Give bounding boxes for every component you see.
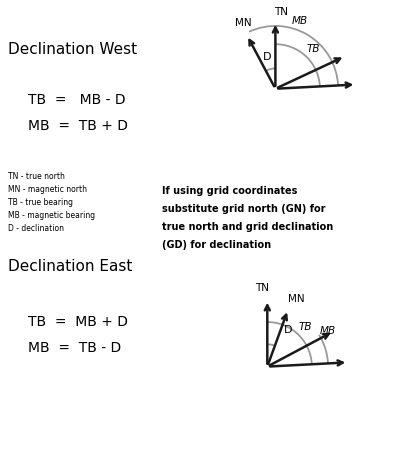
Text: TB  =  MB + D: TB = MB + D [28,315,128,329]
Text: MB: MB [319,326,335,336]
Text: D: D [263,52,272,62]
Text: MN: MN [234,18,251,28]
Text: Declination West: Declination West [8,42,137,57]
Text: TN - true north: TN - true north [8,172,65,181]
Text: TB: TB [306,44,320,54]
Text: TB: TB [298,322,312,332]
Text: TB - true bearing: TB - true bearing [8,198,73,207]
Text: substitute grid north (GN) for: substitute grid north (GN) for [162,204,326,214]
Text: MN: MN [288,294,305,304]
Text: TB  =   MB - D: TB = MB - D [28,93,126,107]
Text: MB - magnetic bearing: MB - magnetic bearing [8,211,95,220]
Text: Declination East: Declination East [8,259,132,274]
Text: D: D [284,325,293,335]
Text: MB  =  TB + D: MB = TB + D [28,119,128,133]
Text: (GD) for declination: (GD) for declination [162,240,271,250]
Text: If using grid coordinates: If using grid coordinates [162,186,297,197]
Text: MB: MB [291,16,307,26]
Text: MB  =  TB - D: MB = TB - D [28,341,122,355]
Text: TN: TN [275,7,288,17]
Text: true north and grid declination: true north and grid declination [162,222,333,232]
Text: TN: TN [256,283,269,293]
Text: D - declination: D - declination [8,224,64,234]
Text: MN - magnetic north: MN - magnetic north [8,185,87,194]
